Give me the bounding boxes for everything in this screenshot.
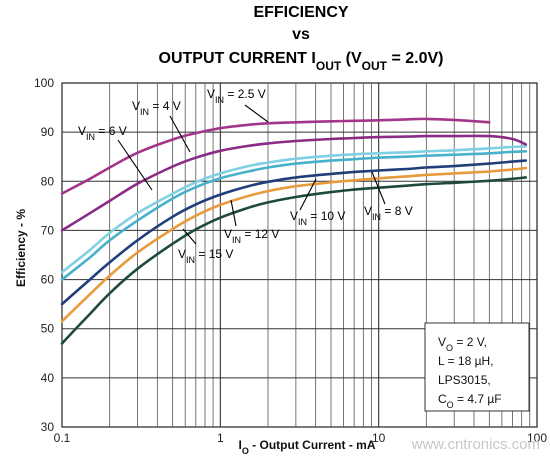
annotation-leader (244, 104, 269, 123)
annotation-label: VIN = 2.5 V (207, 87, 266, 105)
series-line-vin-6 (60, 145, 528, 274)
tick-labels: 30 40 50 60 70 80 90 100 0.1 1 10 100 (34, 76, 547, 445)
y-tick-label: 90 (41, 125, 55, 139)
annotation-leader (182, 228, 197, 245)
series-line-vin-10 (60, 159, 528, 306)
y-tick-label: 50 (41, 322, 55, 336)
x-axis-label: IO - Output Current - mA (238, 438, 375, 456)
series-line-vin-4 (60, 134, 528, 232)
x-tick-label: 0.1 (54, 431, 71, 445)
annotation-leader (230, 199, 237, 227)
y-axis-label: Efficiency - % (14, 209, 28, 287)
conditions-note: VO = 2 V,L = 18 µH, LPS3015, CO = 4.7 µF (424, 322, 530, 412)
series-line-vin-15 (60, 176, 528, 345)
y-tick-label: 70 (41, 223, 55, 237)
annotation-leader (299, 178, 317, 211)
annotations: VIN = 2.5 V VIN = 4 V VIN = 6 V VIN = 10 V V… (78, 87, 413, 265)
annotation-label: VIN = 6 V (78, 124, 127, 142)
watermark: www.cntronics.com (411, 436, 540, 453)
series-line-vin-8 (60, 150, 528, 281)
y-tick-label: 40 (41, 371, 55, 385)
note-line: L = 18 µH, (438, 354, 494, 368)
annotation-label: VIN = 15 V (178, 247, 233, 265)
note-line: VO = 2 V, (438, 335, 487, 353)
annotation-leader (117, 139, 153, 191)
series-line-vin-2-5 (60, 117, 491, 195)
x-tick-label: 1 (217, 431, 224, 445)
note-frame (424, 322, 530, 412)
y-tick-label: 80 (41, 174, 55, 188)
y-tick-label: 60 (41, 273, 55, 287)
annotation-label: VIN = 12 V (224, 227, 279, 245)
series-line-vin-12 (60, 166, 528, 323)
y-tick-label: 30 (41, 420, 55, 434)
annotation-label: VIN = 4 V (132, 99, 181, 117)
annotation-label: VIN = 8 V (364, 204, 413, 222)
x-tick-label: 100 (527, 431, 547, 445)
annotation-leader (371, 171, 386, 205)
chart-title-line3: OUTPUT CURRENT IOUT (VOUT = 2.0V) (159, 50, 444, 73)
annotation-label: VIN = 10 V (290, 209, 345, 227)
data-series (60, 117, 528, 345)
note-line: CO = 4.7 µF (438, 392, 502, 410)
annotation-leaders (117, 104, 386, 245)
annotation-leader (169, 115, 191, 153)
y-tick-label: 100 (34, 76, 54, 90)
note-line: LPS3015, (438, 373, 491, 387)
chart-title-line1: EFFICIENCY (253, 4, 348, 21)
x-tick-label: 10 (372, 431, 386, 445)
chart-title-line2: vs (292, 26, 310, 43)
